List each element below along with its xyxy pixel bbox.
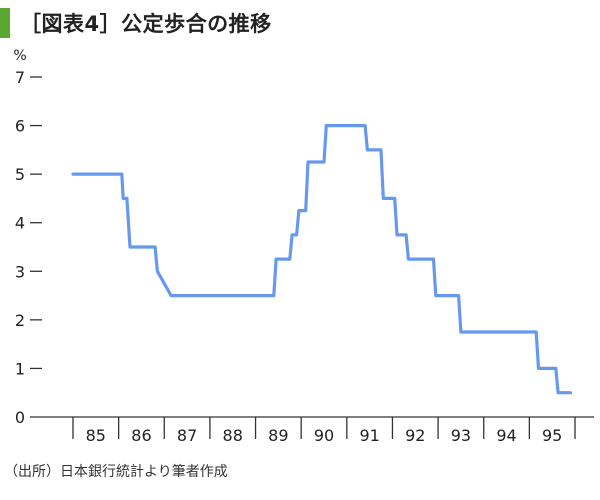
x-tick-label-95: 95 [542,426,562,445]
x-tick-label-94: 94 [496,426,516,445]
source-note: （出所）日本銀行統計より筆者作成 [4,464,228,480]
x-tick-label-89: 89 [268,426,288,445]
y-tick-label-3: 3 [15,262,25,281]
chart-title: ［図表4］公定歩合の推移 [20,12,272,36]
y-tick-label-2: 2 [15,311,25,330]
x-tick-label-87: 87 [177,426,197,445]
x-tick-label-86: 86 [131,426,151,445]
chart-svg: % 0 1 2 3 4 5 6 7 85 86 87 88 89 90 91 92 93 94 95 [13,48,594,445]
title-accent-mark [0,8,10,38]
chart-title-bar: ［図表4］公定歩合の推移 [0,8,272,38]
y-tick-label-6: 6 [15,117,25,136]
y-tick-label-0: 0 [15,408,25,427]
x-tick-label-90: 90 [314,426,334,445]
x-tick-label-93: 93 [451,426,471,445]
x-tick-label-85: 85 [86,426,106,445]
x-tick-label-91: 91 [359,426,379,445]
x-tick-label-88: 88 [223,426,243,445]
y-tick-label-1: 1 [15,359,25,378]
y-tick-label-4: 4 [15,214,25,233]
y-tick-label-7: 7 [15,68,25,87]
y-tick-label-5: 5 [15,165,25,184]
x-tick-label-92: 92 [405,426,425,445]
series-line-0 [71,123,573,395]
y-axis-unit-label: % [13,48,26,64]
